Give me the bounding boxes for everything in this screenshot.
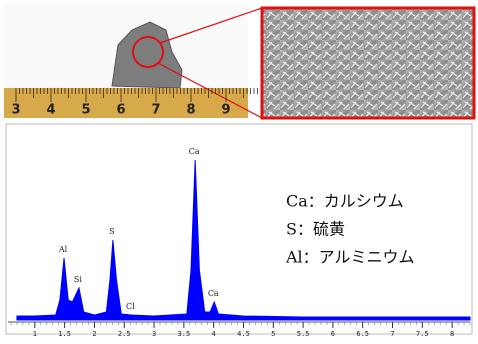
- x-tick-label: 7.5: [416, 330, 429, 338]
- sem-image: [262, 8, 474, 118]
- legend-entry: S：硫黄: [286, 220, 345, 239]
- x-tick-label: 1: [33, 330, 37, 338]
- x-tick-label: 8: [450, 330, 454, 338]
- x-tick-label: 3: [152, 330, 156, 338]
- x-tick-label: 5.5: [297, 330, 310, 338]
- x-tick-label: 2: [92, 330, 96, 338]
- x-tick-label: 3.5: [178, 330, 191, 338]
- x-tick-label: 2.5: [118, 330, 131, 338]
- ruler-label: 8: [186, 103, 195, 118]
- x-tick-label: 6.5: [356, 330, 369, 338]
- ruler-label: 7: [151, 103, 160, 118]
- x-tick-label: 4.5: [237, 330, 250, 338]
- x-tick-label: 4: [212, 330, 216, 338]
- ruler-label: 4: [46, 103, 55, 118]
- peak-label: Si: [74, 275, 82, 284]
- x-tick-label: 7: [390, 330, 394, 338]
- ruler-label: 9: [221, 103, 230, 118]
- ruler-label: 3: [11, 103, 20, 118]
- peak-label: Ca: [208, 289, 219, 298]
- figure: 3 4 5 6 7 8 9 1 1.5 2 2.5 3 3.5 4 4.5 5 5.5 6 6.5 7 7.5 8 Al Si…: [0, 0, 478, 340]
- peak-label: Cl: [126, 302, 135, 311]
- ruler-label: 5: [81, 103, 90, 118]
- x-tick-label: 1.5: [58, 330, 71, 338]
- legend-entry: Al：アルミニウム: [285, 248, 415, 267]
- peak-label: Al: [58, 245, 68, 254]
- legend-entry: Ca：カルシウム: [286, 192, 404, 211]
- peak-label: S: [109, 227, 114, 236]
- x-tick-label: 5: [271, 330, 275, 338]
- peak-label: Ca: [189, 147, 200, 156]
- ruler-label: 6: [116, 103, 125, 118]
- page: {"photo": {"ruler_labels": [3, 4, 5, 6, …: [0, 0, 478, 340]
- x-tick-label: 6: [331, 330, 335, 338]
